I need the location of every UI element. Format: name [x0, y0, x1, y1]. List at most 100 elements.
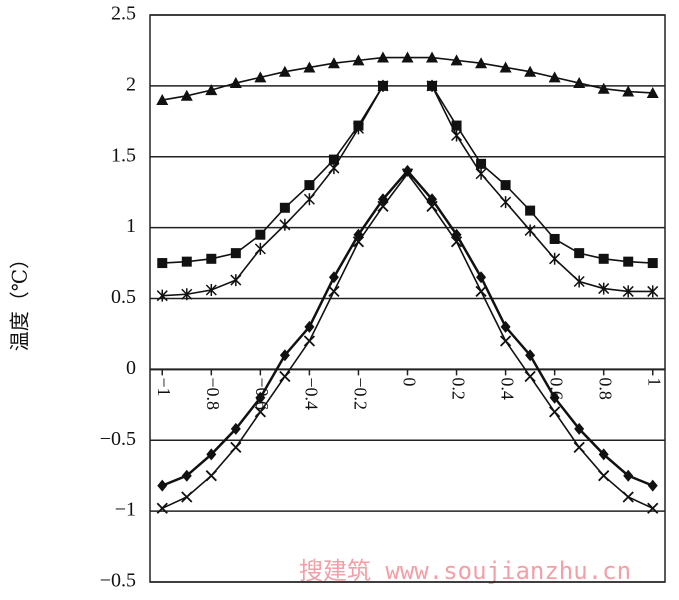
point	[279, 218, 291, 231]
point	[622, 491, 634, 503]
point	[255, 229, 266, 240]
point	[279, 202, 290, 213]
point	[549, 391, 560, 404]
point	[646, 86, 659, 98]
x-tick-label: −0.2	[350, 377, 370, 410]
series	[156, 79, 659, 302]
series-line	[161, 169, 654, 487]
y-tick-label: 0.5	[111, 286, 136, 308]
point	[647, 502, 659, 514]
point	[525, 349, 536, 362]
point	[426, 79, 438, 92]
x-tick-label: 0.8	[596, 377, 616, 400]
point	[181, 469, 192, 482]
y-tick-label: −0.5	[100, 570, 136, 592]
point	[180, 89, 193, 101]
point	[598, 253, 609, 264]
point	[451, 129, 463, 142]
x-tick-label: 0	[399, 377, 419, 386]
point	[451, 120, 462, 131]
point	[573, 275, 585, 288]
point	[156, 94, 169, 106]
point	[524, 370, 536, 383]
point	[279, 370, 291, 383]
point	[475, 57, 488, 69]
y-tick-label: 1.5	[111, 144, 136, 166]
point	[254, 71, 267, 83]
y-tick-label: 0	[126, 357, 136, 379]
point	[157, 258, 168, 269]
point	[524, 65, 537, 77]
point	[574, 248, 585, 259]
point	[401, 51, 414, 63]
y-tick-label: 2.5	[111, 3, 136, 25]
point	[352, 236, 365, 248]
point	[303, 335, 316, 347]
point	[500, 320, 511, 333]
point	[279, 349, 290, 362]
point	[181, 491, 193, 503]
point	[500, 196, 512, 209]
series-line	[162, 85, 653, 297]
point	[206, 253, 217, 264]
point	[230, 274, 242, 287]
point	[500, 180, 511, 191]
point	[376, 51, 389, 63]
point	[549, 252, 561, 265]
point	[549, 406, 561, 418]
point	[327, 57, 340, 69]
point	[206, 448, 217, 461]
point	[647, 285, 659, 298]
point	[303, 61, 316, 73]
x-tick-label: 0.4	[497, 377, 517, 399]
point	[181, 288, 193, 301]
point	[450, 236, 463, 248]
point	[475, 167, 487, 180]
point	[328, 162, 340, 175]
point	[328, 271, 339, 284]
point	[181, 256, 192, 267]
series	[156, 51, 659, 106]
point	[450, 54, 463, 66]
point	[426, 200, 438, 212]
point	[499, 335, 512, 347]
series-line	[161, 172, 654, 510]
point	[303, 193, 315, 206]
point	[598, 282, 610, 295]
point	[525, 205, 536, 216]
y-tick-label: −0.5	[100, 428, 136, 450]
y-tick-label: −1	[115, 499, 136, 521]
point	[426, 51, 439, 63]
point	[230, 441, 242, 453]
point	[499, 61, 512, 73]
point	[254, 242, 266, 255]
point	[401, 168, 414, 180]
point	[304, 320, 315, 333]
point	[524, 224, 536, 237]
point	[352, 54, 365, 66]
plot-frame	[149, 14, 666, 583]
series	[157, 80, 658, 269]
point	[548, 71, 561, 83]
point	[157, 479, 168, 492]
point	[574, 422, 585, 435]
point	[598, 448, 609, 461]
series	[157, 164, 658, 492]
point	[549, 233, 560, 244]
point	[622, 285, 634, 298]
point	[230, 248, 241, 259]
point	[205, 283, 217, 296]
point	[377, 200, 389, 212]
point	[377, 79, 389, 92]
x-tick-label: 1	[645, 377, 665, 386]
x-tick-label: −0.4	[301, 377, 321, 410]
point	[255, 391, 266, 404]
point	[476, 271, 487, 284]
point	[623, 469, 634, 482]
point	[623, 256, 634, 267]
x-tick-label: 0.2	[448, 377, 468, 400]
point	[156, 502, 168, 514]
point	[647, 258, 658, 269]
y-axis-label: 温度（℃）	[9, 249, 32, 351]
